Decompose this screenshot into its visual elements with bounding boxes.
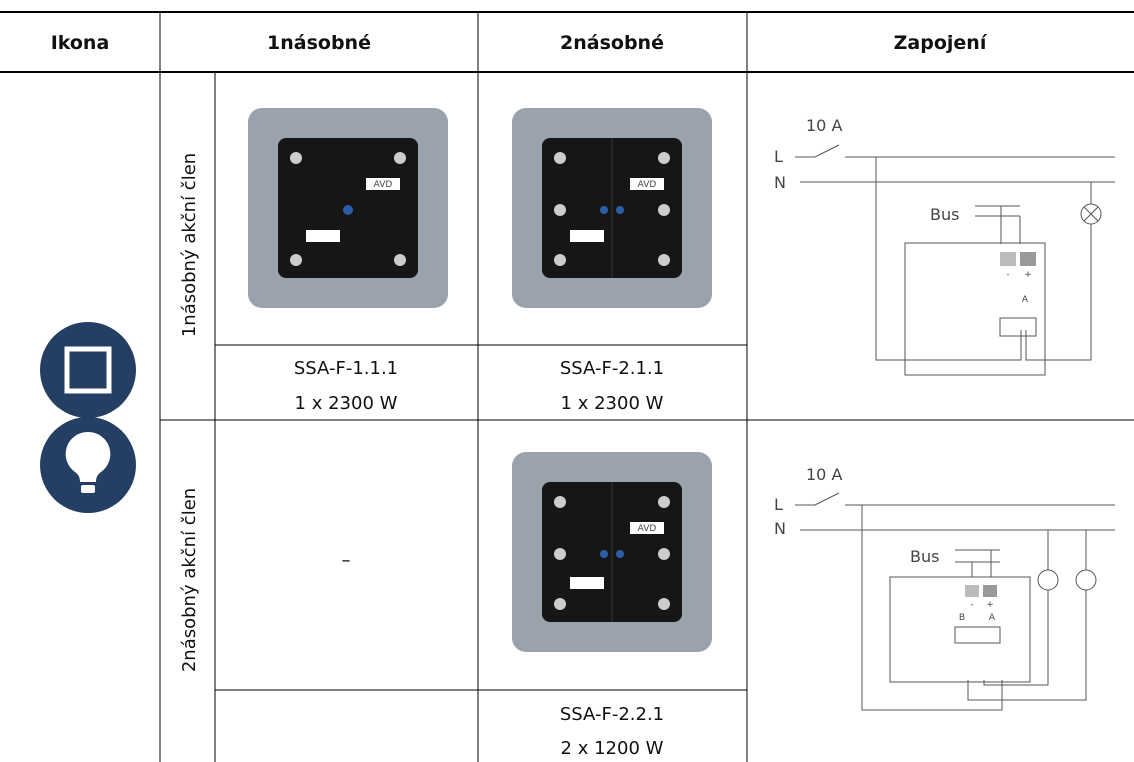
icons: [40, 322, 136, 513]
header-cell: 1násobné: [267, 32, 371, 54]
wiring-label: L: [774, 147, 783, 166]
row-label: 2násobný akční člen: [179, 488, 200, 672]
wiring-label: -: [970, 600, 973, 610]
wiring-label: N: [774, 519, 786, 538]
wiring-label: L: [774, 495, 783, 514]
wiring-label: +: [986, 600, 994, 610]
wiring-label: +: [1024, 270, 1032, 280]
device-image: AVD: [512, 108, 712, 308]
empty-cell: –: [342, 550, 351, 571]
wiring-label: A: [989, 613, 996, 623]
device-image: AVD: [512, 452, 712, 652]
model: SSA-F-1.1.1: [294, 358, 398, 379]
device-tag: AVD: [374, 180, 393, 190]
power: 1 x 2300 W: [561, 393, 664, 414]
table-lines: [0, 11, 1134, 762]
header-cell: Ikona: [51, 32, 110, 54]
cell-texts: SSA-F-1.1.1 1 x 2300 W SSA-F-2.1.1 1 x 2…: [294, 358, 664, 759]
device-tag: AVD: [638, 524, 657, 534]
device-image: AVD: [248, 108, 448, 308]
wiring-label: -: [1006, 270, 1009, 280]
wiring-label: Bus: [930, 205, 959, 224]
row-label: 1násobný akční člen: [179, 153, 200, 337]
device-tag: AVD: [638, 180, 657, 190]
power: 2 x 1200 W: [561, 738, 664, 759]
wiring-label: B: [959, 613, 965, 623]
power: 1 x 2300 W: [295, 393, 398, 414]
header: Ikona 1násobné 2násobné Zapojení: [51, 32, 988, 54]
header-cell: 2násobné: [560, 32, 664, 54]
wiring-label: N: [774, 173, 786, 192]
wiring-label: 10 A: [806, 116, 842, 135]
model: SSA-F-2.2.1: [560, 704, 664, 725]
wiring-diagram: 10 A L N Bus - + B A: [774, 465, 1115, 711]
wiring-label: Bus: [910, 547, 939, 566]
header-cell: Zapojení: [894, 32, 988, 54]
wiring-diagram: 10 A L N Bus - + A: [774, 116, 1115, 376]
model: SSA-F-2.1.1: [560, 358, 664, 379]
wiring-label: 10 A: [806, 465, 842, 484]
wiring-label: A: [1022, 295, 1029, 305]
